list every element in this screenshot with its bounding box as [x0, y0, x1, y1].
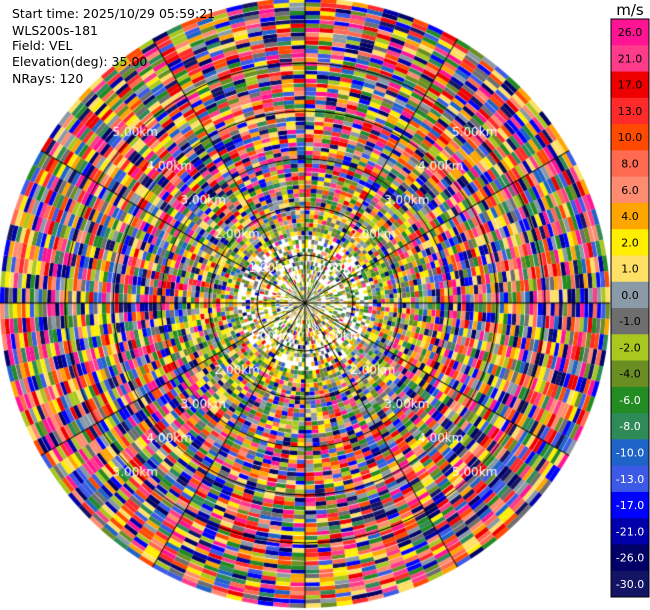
colorbar-swatch [611, 413, 649, 440]
colorbar-tick-label: -21.0 [616, 525, 644, 538]
colorbar-tick-label: 2.0 [621, 236, 639, 249]
colorbar-tick-label: -30.0 [616, 578, 644, 591]
start-time-label: Start time: 2025/10/29 05:59:21 [12, 6, 216, 21]
colorbar-swatch [611, 308, 649, 335]
colorbar-swatch [611, 229, 649, 256]
colorbar-swatch [611, 176, 649, 204]
colorbar-swatch [611, 45, 649, 73]
colorbar-swatch [611, 518, 649, 545]
colorbar-swatch [611, 255, 649, 283]
colorbar-unit-label: m/s [616, 1, 644, 19]
colorbar-tick-label: -10.0 [616, 447, 644, 460]
nrays-label: NRays: 120 [12, 71, 84, 86]
colorbar-swatch [611, 570, 649, 598]
field-label: Field: VEL [12, 38, 73, 53]
colorbar-swatch [611, 281, 649, 309]
colorbar-tick-label: -8.0 [619, 420, 640, 433]
colorbar-tick-label: 21.0 [618, 52, 643, 65]
colorbar-swatch [611, 491, 649, 519]
colorbar-swatch [611, 544, 649, 572]
colorbar-swatch [611, 334, 649, 362]
colorbar-swatch [611, 386, 649, 414]
station-label: WLS200s-181 [12, 23, 98, 38]
colorbar-tick-label: -26.0 [616, 552, 644, 565]
colorbar-tick-label: 6.0 [621, 184, 639, 197]
colorbar-tick-label: -4.0 [619, 368, 640, 381]
colorbar-tick-label: 0.0 [621, 289, 639, 302]
colorbar-tick-label: 1.0 [621, 263, 639, 276]
colorbar-swatch [611, 465, 649, 493]
colorbar-tick-label: -17.0 [616, 499, 644, 512]
colorbar-swatch [611, 360, 649, 388]
colorbar-tick-label: 4.0 [621, 210, 639, 223]
colorbar-swatch [611, 71, 649, 99]
colorbar-tick-label: -1.0 [619, 315, 640, 328]
colorbar-swatch [611, 150, 649, 178]
colorbar-tick-label: 13.0 [618, 105, 643, 118]
colorbar-tick-label: -6.0 [619, 394, 640, 407]
colorbar-swatch [611, 97, 649, 125]
colorbar-frame [610, 18, 650, 598]
colorbar-tick-label: 8.0 [621, 158, 639, 171]
colorbar-tick-label: -2.0 [619, 341, 640, 354]
elevation-label: Elevation(deg): 35.00 [12, 54, 148, 69]
colorbar-tick-label: 26.0 [618, 26, 643, 39]
colorbar-tick-label: -13.0 [616, 473, 644, 486]
colorbar-swatch [611, 202, 649, 230]
colorbar-swatch [611, 439, 649, 467]
colorbar-swatch [611, 124, 649, 151]
colorbar-swatch [611, 19, 649, 46]
colorbar-tick-label: 17.0 [618, 79, 643, 92]
colorbar-tick-label: 10.0 [618, 131, 643, 144]
